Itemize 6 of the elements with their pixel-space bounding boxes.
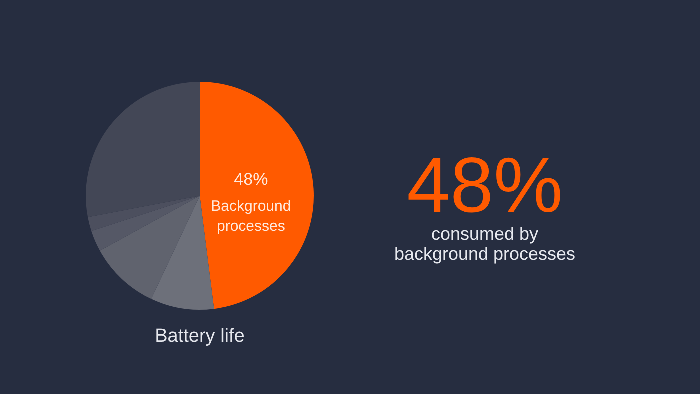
- text: background processes: [394, 244, 576, 264]
- data-label: 48%: [234, 170, 268, 189]
- text: consumed by: [431, 224, 539, 244]
- text: Battery life: [155, 326, 245, 347]
- slice-label: Background processes: [211, 198, 292, 235]
- pie-slice: [200, 82, 314, 310]
